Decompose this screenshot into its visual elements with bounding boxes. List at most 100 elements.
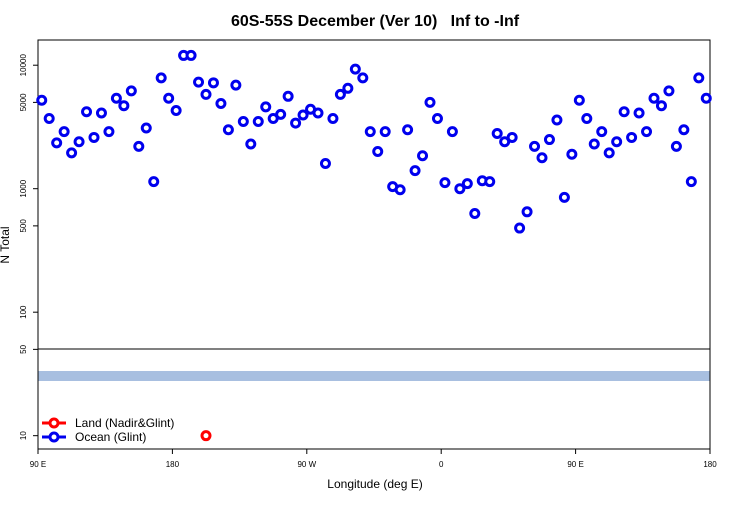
point <box>506 131 518 143</box>
point <box>611 136 623 148</box>
point <box>103 126 115 138</box>
point <box>222 124 234 136</box>
point <box>558 191 570 203</box>
point <box>275 108 287 120</box>
point <box>334 88 346 100</box>
point <box>402 124 414 136</box>
point <box>252 116 264 128</box>
legend-label: Ocean (Glint) <box>75 430 146 444</box>
point <box>230 79 242 91</box>
point <box>297 109 309 121</box>
point <box>439 177 451 189</box>
point <box>499 136 511 148</box>
y-tick-label: 10000 <box>19 54 28 77</box>
point <box>566 148 578 160</box>
x-tick-label: 90 W <box>297 460 316 469</box>
point <box>193 76 205 88</box>
point <box>431 113 443 125</box>
point <box>551 114 563 126</box>
point <box>319 157 331 169</box>
point <box>364 126 376 138</box>
legend-marker <box>48 417 60 429</box>
point <box>312 107 324 119</box>
point <box>461 178 473 190</box>
point <box>215 97 227 109</box>
point <box>58 126 70 138</box>
x-tick-label: 180 <box>703 460 717 469</box>
point <box>603 147 615 159</box>
point <box>484 176 496 188</box>
point <box>379 126 391 138</box>
point <box>51 137 63 149</box>
point <box>140 122 152 134</box>
point <box>573 94 585 106</box>
point <box>618 106 630 118</box>
point <box>469 207 481 219</box>
point <box>185 49 197 61</box>
point <box>170 104 182 116</box>
plot-frame <box>37 39 711 450</box>
point <box>81 106 93 118</box>
y-tick-label: 10 <box>19 431 28 440</box>
chart-title: 60S-55S December (Ver 10) Inf to -Inf <box>231 13 520 30</box>
point <box>349 63 361 75</box>
point <box>43 113 55 125</box>
x-tick-label: 90 E <box>567 460 583 469</box>
point <box>655 100 667 112</box>
x-tick-label: 90 E <box>30 460 46 469</box>
point <box>200 430 212 442</box>
point <box>73 136 85 148</box>
point <box>663 85 675 97</box>
point <box>327 113 339 125</box>
point <box>536 152 548 164</box>
point <box>454 183 466 195</box>
x-tick-label: 0 <box>439 460 444 469</box>
point <box>200 88 212 100</box>
point <box>394 184 406 196</box>
point <box>110 92 122 104</box>
y-tick-label: 1000 <box>19 179 28 197</box>
legend-label: Land (Nadir&Glint) <box>75 416 174 430</box>
point <box>260 101 272 113</box>
point <box>446 126 458 138</box>
point <box>88 131 100 143</box>
point <box>357 72 369 84</box>
y-tick-label: 100 <box>19 305 28 319</box>
point <box>133 140 145 152</box>
point <box>678 124 690 136</box>
x-axis-label: Longitude (deg E) <box>327 477 422 491</box>
point <box>424 96 436 108</box>
legend-marker <box>48 431 60 443</box>
y-tick-label: 5000 <box>19 93 28 111</box>
y-tick-label: 500 <box>19 219 28 233</box>
point <box>529 140 541 152</box>
point <box>514 222 526 234</box>
point <box>543 134 555 146</box>
point <box>409 165 421 177</box>
point <box>237 116 249 128</box>
point <box>521 206 533 218</box>
point <box>155 72 167 84</box>
point <box>125 85 137 97</box>
point <box>36 94 48 106</box>
point <box>282 90 294 102</box>
x-tick-label: 180 <box>166 460 180 469</box>
point <box>633 107 645 119</box>
point <box>163 92 175 104</box>
point <box>670 140 682 152</box>
point <box>685 176 697 188</box>
point <box>118 100 130 112</box>
point <box>700 92 712 104</box>
point <box>207 77 219 89</box>
point <box>491 127 503 139</box>
point <box>588 138 600 150</box>
y-axis-label: N Total <box>0 226 12 263</box>
point <box>417 150 429 162</box>
point <box>581 113 593 125</box>
y-tick-label: 50 <box>19 344 28 353</box>
point <box>648 92 660 104</box>
point <box>245 138 257 150</box>
reference-band <box>38 371 710 381</box>
